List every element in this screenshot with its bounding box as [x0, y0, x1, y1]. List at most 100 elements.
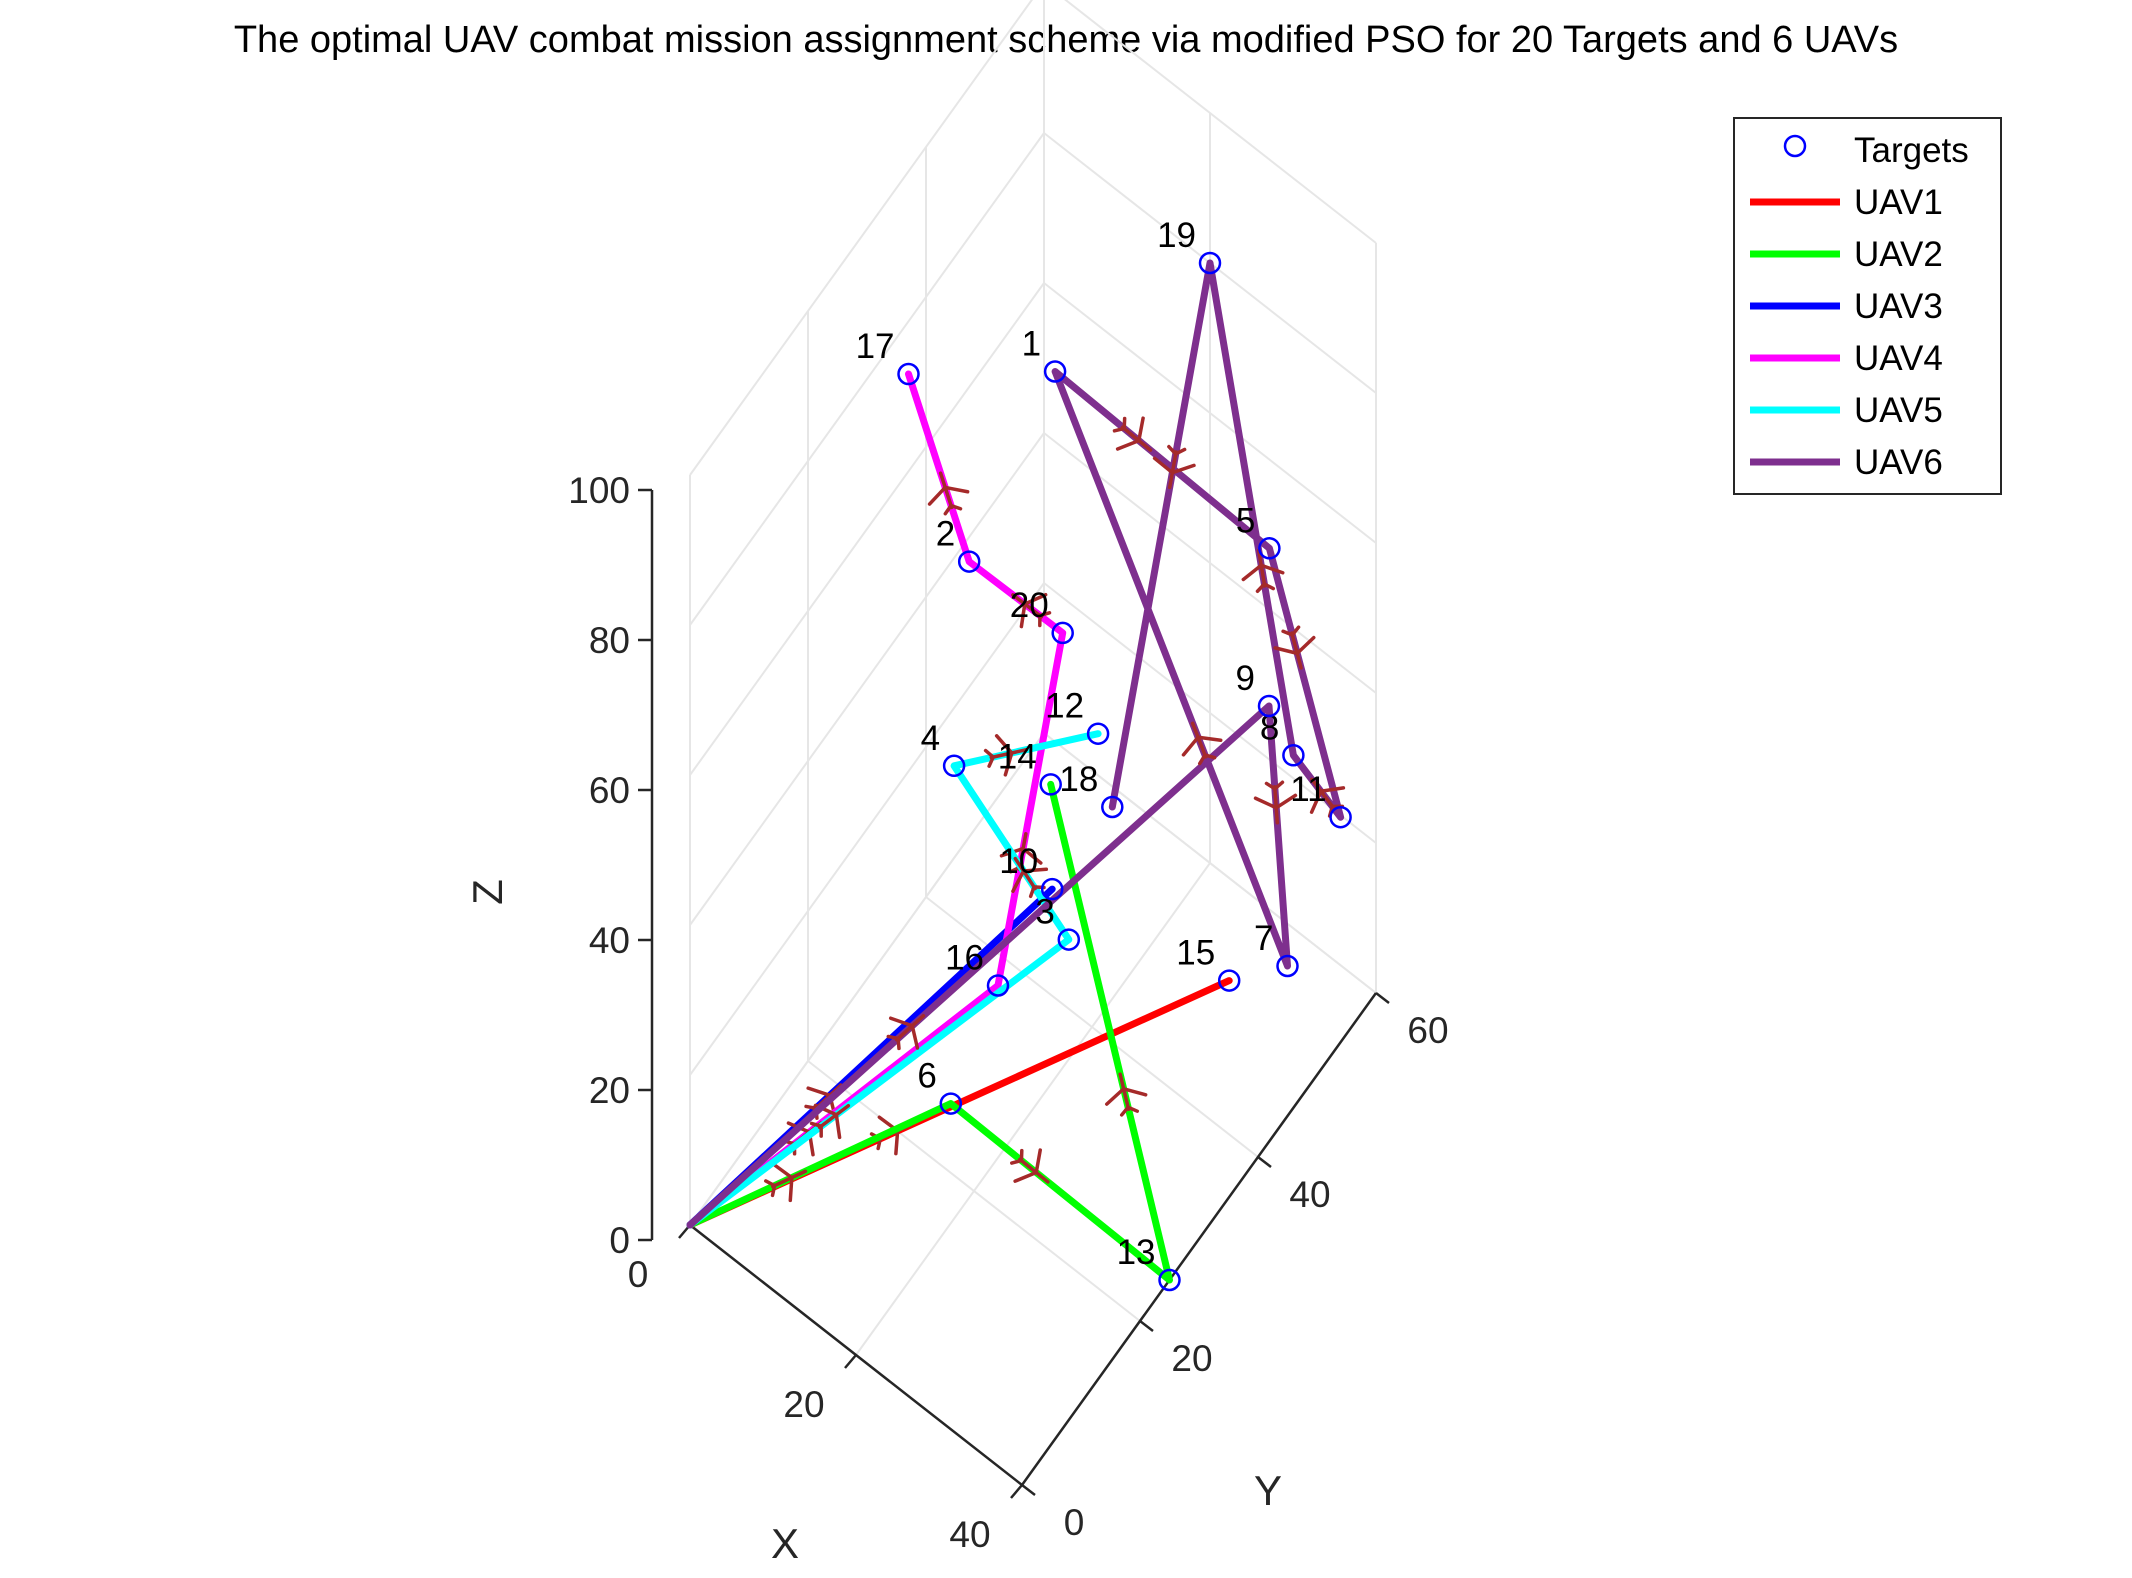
x-tick-label: 0 [628, 1254, 649, 1295]
plane-fuselage [1309, 777, 1336, 810]
floor-grid-line [925, 896, 1259, 1158]
side-wall-grid-line [1043, 732, 1377, 994]
plane-tail [1126, 1105, 1140, 1113]
target-label: 11 [1290, 770, 1326, 809]
back-wall-grid-line [689, 132, 1045, 626]
target-label: 9 [1236, 659, 1255, 698]
target-label: 19 [1157, 216, 1196, 255]
target-label: 13 [1117, 1233, 1156, 1272]
y-tick-label: 60 [1407, 1010, 1448, 1051]
plane-marker [1112, 416, 1153, 452]
target-label: 7 [1254, 919, 1273, 958]
target-label: 20 [1010, 586, 1049, 625]
y-tick-label: 40 [1289, 1174, 1330, 1215]
plane-wing [1137, 416, 1145, 443]
y-tick-mark [1139, 1320, 1154, 1332]
axes: 0 20 40 0 20 40 60 0 20 40 60 80 100 X Y Z [464, 470, 1449, 1567]
z-tick-label: 60 [589, 770, 630, 811]
target-label: 8 [1260, 708, 1279, 747]
back-wall-grid-line [689, 0, 1034, 476]
side-wall-grid-line [1043, 282, 1377, 544]
target-label: 3 [1035, 893, 1054, 932]
target-marker [957, 550, 981, 573]
target-marker [1043, 360, 1067, 383]
uav-routes [686, 259, 1346, 1284]
plane-wing [806, 1086, 832, 1098]
legend-entry-label: UAV1 [1854, 183, 1943, 222]
x-tick-mark [1010, 1484, 1023, 1499]
plane-wing [1273, 646, 1299, 656]
x-axis-label: X [771, 1520, 799, 1567]
x-tick-label: 20 [783, 1384, 824, 1425]
plane-wing [1011, 869, 1026, 893]
plane-tail [1167, 444, 1178, 456]
plane-wing [1295, 635, 1316, 656]
y-tick-label: 0 [1064, 1502, 1085, 1543]
plane-fuselage [1290, 631, 1303, 670]
target-label: 15 [1176, 934, 1215, 973]
plane-marker [927, 471, 970, 516]
z-tick-label: 40 [589, 920, 630, 961]
target-label: 14 [998, 737, 1037, 776]
plane-wing [1181, 735, 1200, 757]
target-marker [986, 974, 1010, 997]
plane-wing [1309, 789, 1323, 814]
target-label: 16 [945, 939, 984, 978]
target-marker [1101, 795, 1124, 819]
plane-wing [1196, 735, 1223, 743]
plane-fuselage [1190, 721, 1208, 759]
plane-marker [1105, 1072, 1148, 1117]
plane-wing [1241, 563, 1263, 582]
plane-fuselage [989, 747, 1029, 760]
target-marker [1198, 251, 1222, 275]
plane-wing [1259, 563, 1285, 575]
plane-tail [1262, 582, 1276, 591]
plane-marker [983, 734, 1029, 777]
plane-marker [886, 1014, 926, 1051]
target-marker [939, 1092, 963, 1115]
y-tick-mark [1375, 992, 1390, 1004]
plane-wing [1115, 438, 1141, 451]
plane-fuselage [1018, 1157, 1050, 1184]
legend[interactable]: Targets UAV1 UAV2 UAV3 UAV4 UAV5 UAV6 [1733, 117, 2002, 495]
plane-wing [1021, 846, 1043, 865]
y-tick-mark [1257, 1156, 1272, 1168]
target-label: 18 [1059, 760, 1098, 799]
plane-fuselage [1167, 450, 1178, 490]
plane-fuselage [1256, 548, 1267, 588]
plane-fuselage [1011, 593, 1044, 619]
route-uav4 [686, 370, 1067, 1229]
target-label: 12 [1045, 687, 1084, 726]
plane-tail [1112, 426, 1126, 433]
legend-entry-label: UAV6 [1854, 443, 1943, 482]
plane-wing [927, 485, 947, 506]
plane-marker [1181, 721, 1223, 766]
plane-marker [1241, 548, 1285, 594]
back-wall-grid-line [689, 432, 1045, 926]
plane-marker [1010, 1148, 1050, 1184]
plane-wing [1023, 593, 1048, 606]
legend-targets-marker [1783, 134, 1807, 158]
side-wall-grid-line [1043, 582, 1377, 844]
plane-wing [888, 1016, 915, 1028]
target-label: 10 [999, 842, 1038, 881]
z-tick-label: 100 [568, 470, 630, 511]
y-tick-mark [1021, 1484, 1036, 1496]
plane-fuselage [771, 1169, 808, 1189]
z-tick-label: 20 [589, 1070, 630, 1111]
floor-grid-line [855, 862, 1211, 1356]
target-marker [1057, 928, 1081, 951]
x-tick-mark [844, 1354, 857, 1369]
plane-tail [1038, 611, 1052, 618]
plane-tail [770, 1183, 777, 1198]
back-wall-grid-line [689, 582, 1045, 1076]
plane-fuselage [1120, 425, 1153, 452]
target-label: 1 [1022, 325, 1041, 364]
target-marker [1276, 954, 1299, 978]
target-label: 4 [921, 719, 940, 758]
plane-wing [1121, 1087, 1148, 1097]
plane-wing [771, 1162, 794, 1180]
z-axis-label: Z [464, 879, 511, 905]
plane-tail [1203, 753, 1217, 760]
